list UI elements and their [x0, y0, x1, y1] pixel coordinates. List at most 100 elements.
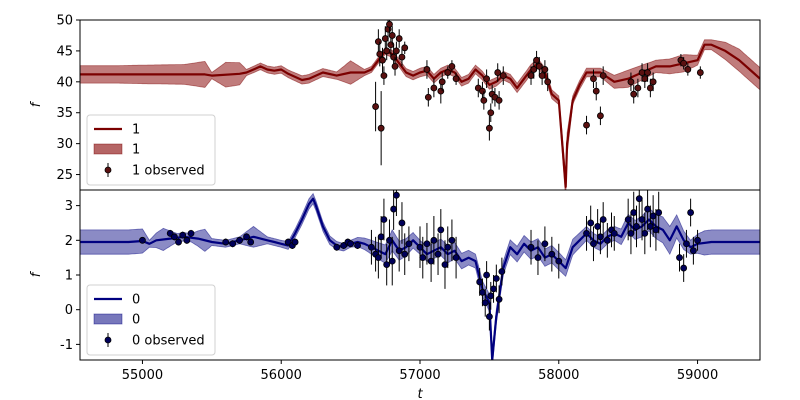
observed-point: [644, 205, 651, 213]
observed-point: [393, 47, 400, 55]
observed-point: [687, 209, 695, 216]
uncertainty-band: [80, 39, 760, 190]
observed-point: [495, 96, 503, 104]
x-tick-label: 57000: [399, 368, 440, 383]
observed-point: [395, 247, 403, 255]
observed-point: [434, 250, 442, 258]
observed-point: [437, 226, 445, 234]
observed-point: [383, 261, 391, 268]
observed-point: [377, 233, 385, 241]
observed-point: [423, 66, 431, 73]
observed-point: [483, 75, 491, 83]
legend-label: 0 observed: [132, 334, 205, 349]
legend-label: 1: [132, 123, 140, 138]
observed-point: [381, 35, 389, 42]
observed-point: [430, 84, 438, 92]
observed-point: [430, 236, 438, 244]
observed-point: [405, 240, 413, 248]
legend: 1 1 1 observed: [86, 114, 216, 186]
observed-point: [479, 288, 486, 296]
observed-point: [347, 240, 355, 248]
observed-point: [229, 240, 237, 248]
observed-point: [390, 205, 398, 213]
observed-point: [291, 238, 299, 246]
y-tick-label: 0: [65, 303, 73, 318]
y-tick-label: 45: [56, 44, 73, 59]
observed-point: [387, 41, 395, 49]
y-tick-label: 30: [56, 137, 73, 152]
observed-point: [683, 240, 690, 248]
y-axis-label: f: [29, 100, 44, 107]
observed-point: [590, 75, 597, 83]
plot-area: [80, 190, 760, 360]
observed-point: [694, 236, 701, 244]
observed-point: [401, 44, 409, 52]
observed-point: [630, 209, 638, 216]
y-tick-label: 25: [56, 168, 73, 183]
observed-point: [487, 109, 495, 117]
observed-point: [641, 229, 649, 237]
observed-point: [395, 35, 403, 42]
mean-line: [80, 43, 760, 188]
observed-point: [597, 112, 604, 120]
observed-point: [368, 243, 375, 251]
observed-point: [354, 242, 361, 249]
observed-point: [599, 216, 607, 223]
observed-point: [187, 229, 195, 237]
observed-point: [452, 75, 460, 83]
observed-point: [379, 56, 386, 64]
observed-point: [139, 236, 146, 244]
observed-point: [476, 278, 484, 286]
observed-point: [599, 72, 607, 80]
observed-point: [548, 250, 556, 258]
observed-point: [590, 240, 597, 248]
observed-point: [388, 32, 396, 39]
observed-point: [495, 295, 503, 303]
observed-point: [175, 238, 182, 246]
y-tick-label: 3: [65, 199, 73, 214]
observed-point: [398, 53, 406, 61]
observed-point: [386, 236, 393, 244]
observed-point: [527, 72, 535, 80]
x-axis-label: t: [417, 387, 423, 400]
observed-point: [391, 62, 399, 70]
observed-point: [485, 313, 493, 321]
observed-point: [587, 219, 595, 227]
observed-point: [444, 243, 452, 251]
observed-point: [380, 72, 388, 80]
y-tick-label: 1: [65, 269, 73, 284]
observed-point: [377, 124, 385, 132]
observed-point: [374, 254, 382, 262]
observed-point: [624, 216, 632, 223]
observed-point: [638, 216, 646, 223]
legend-label: 0: [132, 293, 140, 308]
observed-point: [423, 240, 431, 248]
observed-point: [401, 250, 409, 258]
observed-point: [684, 66, 692, 73]
observed-point: [424, 93, 432, 101]
observed-point: [527, 243, 535, 251]
legend: 0 0 0 observed: [86, 284, 216, 356]
observed-point: [541, 240, 549, 248]
observed-point: [437, 87, 445, 95]
observed-point: [652, 226, 660, 234]
y-axis-label: f: [29, 270, 44, 277]
observed-point: [627, 78, 635, 86]
observed-point: [483, 271, 491, 279]
observed-point: [386, 20, 393, 28]
observed-point: [376, 50, 384, 58]
top-panel: 25 30 35 40 45 50 f 1 1 1 observed: [29, 14, 761, 191]
observed-point: [696, 69, 704, 76]
observed-point: [222, 238, 230, 246]
y-tick-label: 50: [56, 14, 73, 29]
observed-point: [597, 233, 604, 241]
observed-point: [583, 229, 590, 237]
legend-label: 0: [132, 313, 140, 328]
legend-band-swatch: [93, 313, 123, 325]
bottom-panel: -1 0 1 2 3 f 0 0 0 observed: [29, 189, 761, 361]
observed-point: [594, 223, 602, 230]
observed-point: [633, 223, 640, 230]
observed-point: [494, 69, 502, 76]
observed-point: [635, 195, 643, 203]
